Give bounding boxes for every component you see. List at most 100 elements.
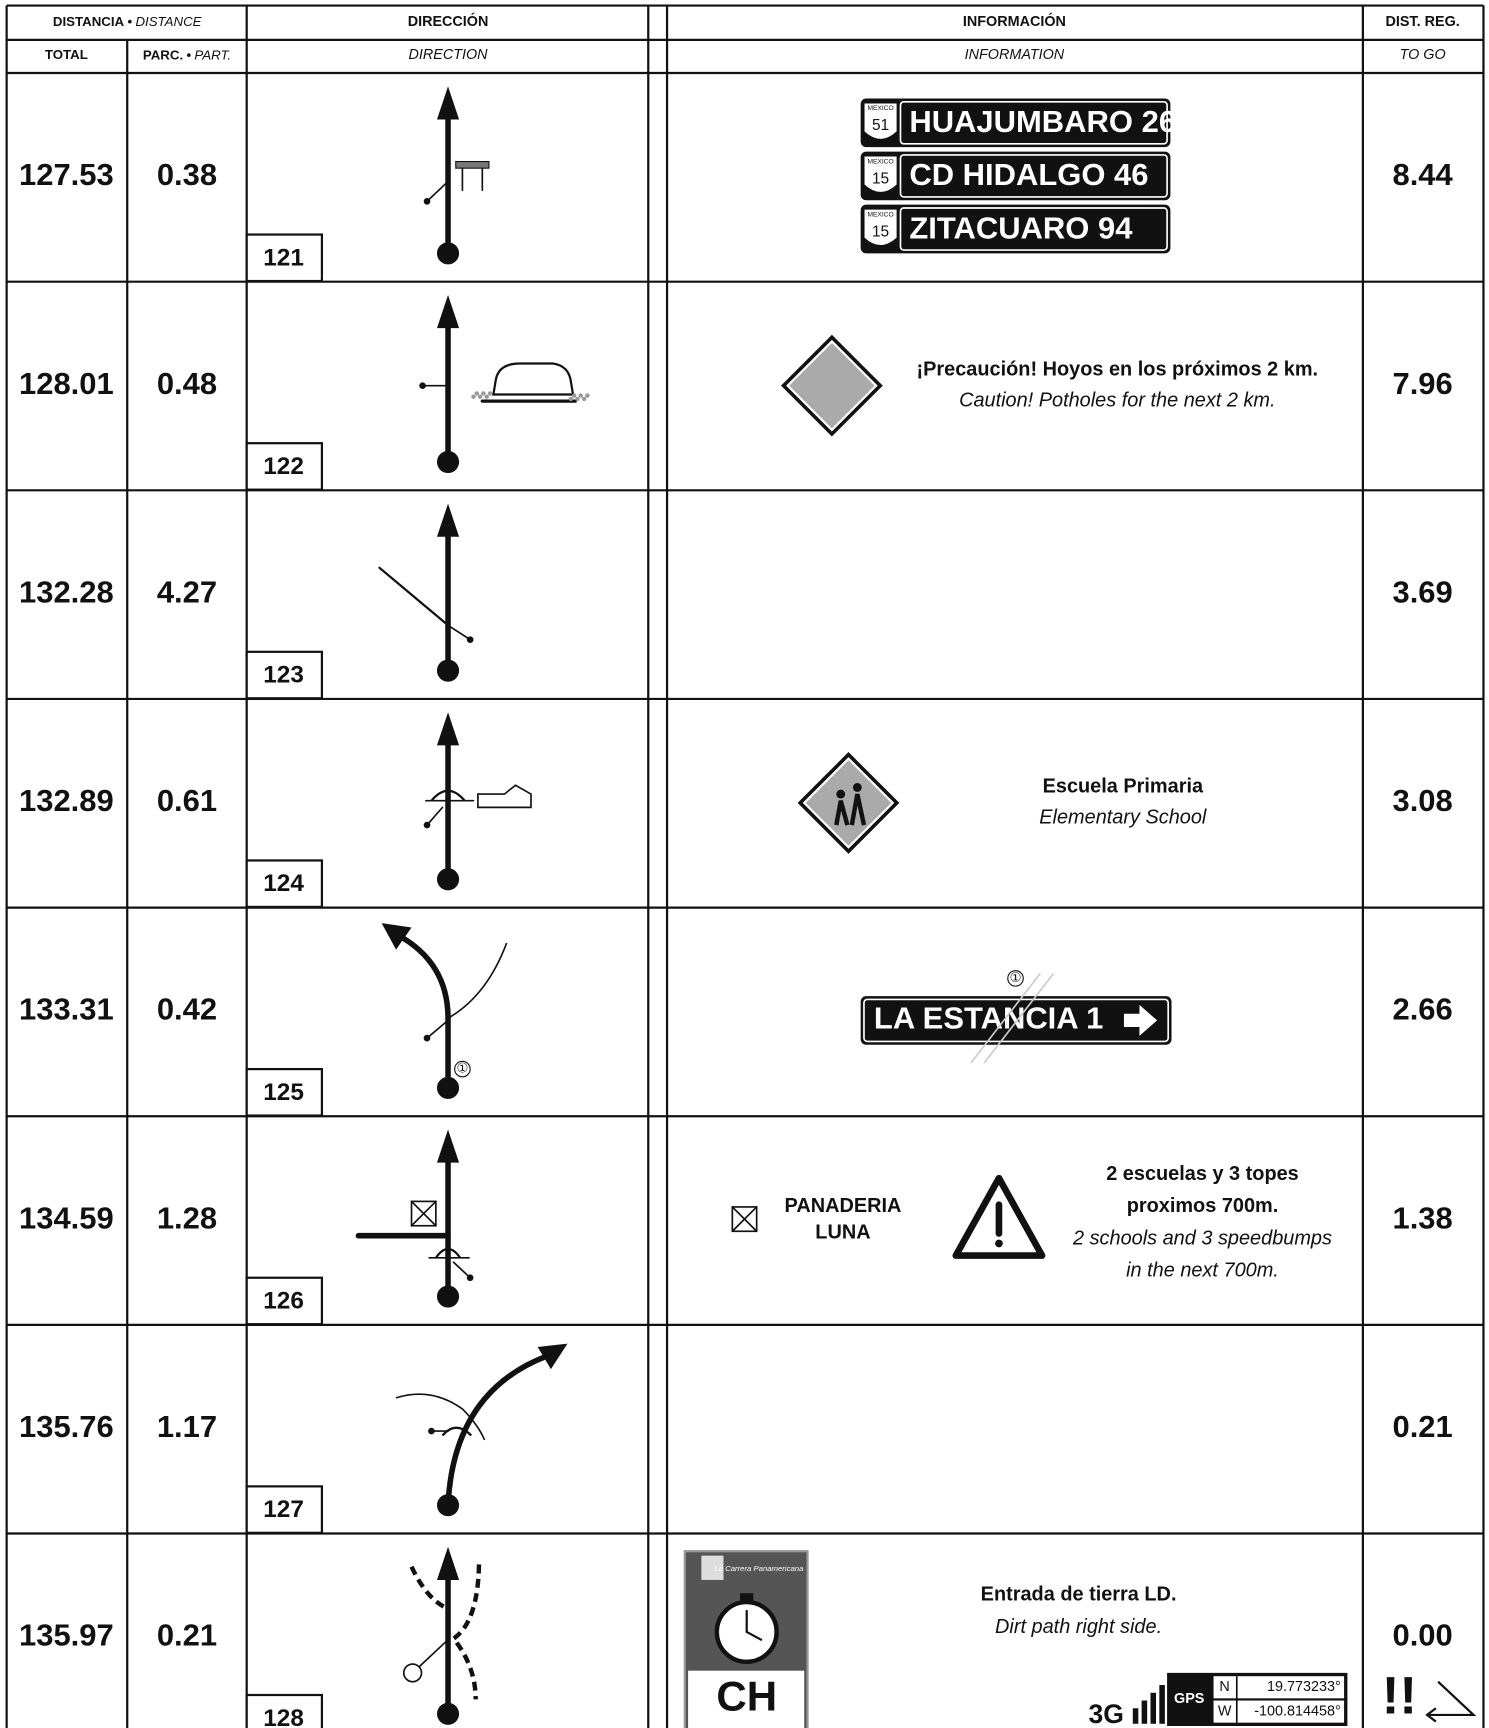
arrow-head [436,86,460,120]
box-number-frame [245,1276,324,1326]
direction-note: ① [456,1061,468,1076]
school-figure [852,783,862,792]
distance-to-go: 0.21 [1392,1409,1452,1444]
sign-text: HUAJUMBARO 26 [909,104,1176,139]
pothole-debris [575,396,580,402]
warning-dot [995,1239,1003,1248]
box-number: 125 [263,1079,304,1106]
signal-bar [1150,1692,1157,1724]
info-text: ¡Precaución! Hoyos en los próximos 2 km. [917,358,1319,380]
distance-to-go: 3.69 [1392,574,1452,609]
gps-w: -100.814458° [1254,1703,1340,1719]
dirt-path [409,1565,449,1611]
side-road [426,180,449,203]
side-dot [423,198,431,205]
school-figure [836,789,846,799]
road-sign-border [899,100,1168,145]
gps-n-label: N [1219,1679,1229,1695]
school-figure [834,793,867,826]
box-number: 123 [263,662,304,689]
header-distance: DISTANCIA • DISTANCE [53,14,202,29]
label: DISTANCIA [53,14,125,29]
poi-name: LUNA [815,1222,870,1244]
road-sign [860,98,1171,148]
table-icon [455,160,490,169]
distance-to-go: 7.96 [1392,366,1452,401]
side-road [395,1393,486,1441]
direction-sign-border [863,998,1170,1043]
pothole-sign-inner [786,339,878,432]
house-icon [477,784,532,809]
side-road [447,942,508,1019]
start-dot [436,1076,460,1099]
header-partial: PARC. • PART. [143,47,231,62]
notice-text: 2 escuelas y 3 topes [1106,1163,1299,1185]
open-dot [402,1663,423,1683]
pothole-debris [571,393,577,398]
total-distance: 127.53 [19,157,114,192]
start-dot [436,1494,460,1517]
partial-distance: 4.27 [157,574,217,609]
arrow-head [436,503,460,537]
side-road [378,566,450,627]
school-sign-inner [802,757,895,849]
road-sign-border [899,207,1168,251]
side-dot [423,1034,431,1042]
start-dot [436,659,460,682]
speed-bump [430,789,466,802]
partial-distance: 0.42 [157,992,217,1027]
header-direction: DIRECCIÓN [408,12,489,30]
total-distance: 133.31 [19,992,114,1027]
side-road [452,1261,471,1279]
checkpoint-code-panel [688,1670,805,1728]
distance-to-go: 1.38 [1392,1200,1452,1235]
info-text-en: Elementary School [1039,807,1207,829]
route-number: 15 [872,170,889,187]
total-distance: 128.01 [19,366,114,401]
box-number-frame [245,233,324,283]
partial-distance: 0.21 [157,1618,217,1653]
sign-arrow [1123,1004,1158,1036]
direction-sign [860,996,1172,1045]
box-number: 124 [263,870,304,897]
start-dot [436,1285,460,1308]
pothole-debris [481,391,486,396]
sign-text: ZITACUARO 94 [909,210,1133,245]
distance-to-go: 8.44 [1392,157,1453,192]
pothole-debris [581,396,587,402]
partial-distance: 1.17 [157,1409,217,1444]
checkpoint-header: La Carrera Panamericana [714,1564,804,1573]
main-road-curve [445,1353,549,1506]
notice-text-en: in the next 700m. [1126,1259,1279,1281]
speed-bump [441,1426,473,1437]
arrow-head [436,1129,460,1163]
separator: • [186,47,191,62]
partial-distance: 0.61 [157,783,217,818]
box-number: 121 [263,244,304,271]
pothole-debris [484,394,489,399]
label-en: PART. [194,47,231,62]
shield-label: MEXICO [867,211,893,218]
arrow-head [436,1546,460,1580]
pothole-debris [474,391,480,396]
car-icon [492,362,575,396]
pothole-debris [487,391,493,396]
distance-to-go: 0.00 [1392,1618,1452,1653]
gps-cell [1213,1676,1345,1699]
arrow-head [436,712,460,746]
stopwatch-crown [740,1593,754,1601]
box-number-frame [245,442,324,491]
road-sign-border [899,154,1168,198]
road-sign [860,204,1171,254]
start-dot [436,868,460,891]
main-road-curve [396,932,451,1019]
arrow-head [537,1343,568,1370]
start-dot [436,242,460,265]
partial-distance: 0.38 [157,157,217,192]
start-dot [436,450,460,474]
total-distance: 135.97 [19,1618,114,1653]
speed-bump [434,1247,462,1259]
arrow-head [381,923,412,950]
